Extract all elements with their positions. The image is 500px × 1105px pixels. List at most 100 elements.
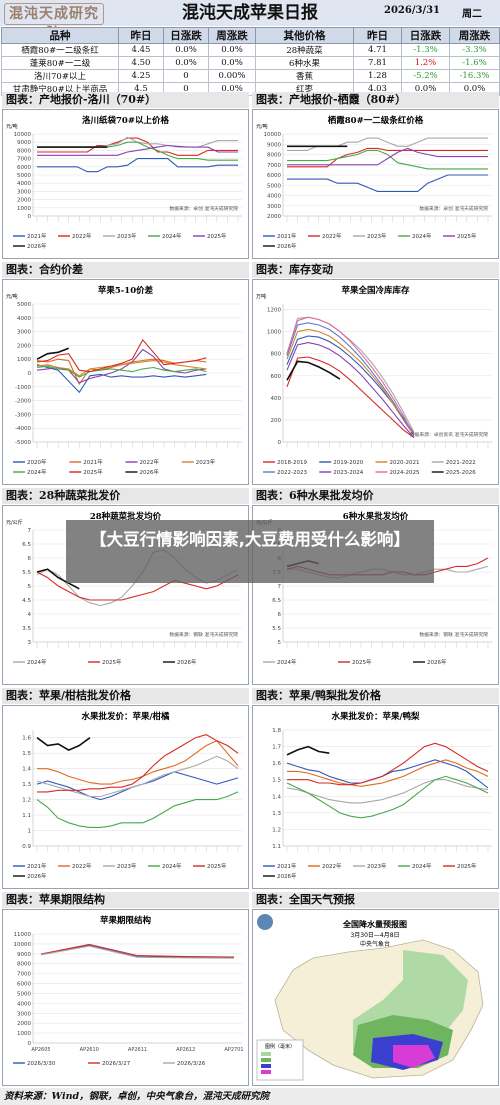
section-title-vegetables: 图表：28种蔬菜批发价 — [2, 488, 249, 504]
weather-legend-title: 图例（毫米） — [265, 1043, 295, 1050]
y-tick-label: 1000 — [17, 357, 31, 363]
table-header-cell: 昨日 — [118, 27, 164, 44]
chart-spread: 苹果5-10价差 元/吨 -5000 -4000 -3000 -2000 -1000 0 100… — [2, 279, 249, 485]
chart-apple-orange: 水果批发价：苹果/柑橘 0.9 1 1.1 1.2 1.3 1.4 1.5 1.6 2021年 20… — [2, 705, 249, 889]
y-tick-label: 9000 — [17, 952, 31, 958]
series-line-0 — [286, 356, 415, 439]
y-tick-label: 5.5 — [22, 570, 31, 576]
chart-svg: 水果批发价：苹果/柑橘 0.9 1 1.1 1.2 1.3 1.4 1.5 1.6 2021年 20… — [13, 711, 242, 880]
y-tick-label: 8000 — [17, 148, 31, 154]
y-tick-label: 1.6 — [272, 761, 281, 767]
y-tick-label: 1000 — [267, 330, 281, 336]
page-title: 混沌天成苹果日报 — [182, 3, 318, 23]
y-tick-label: 1 — [28, 829, 32, 835]
x-tick-label: AP2701 — [224, 1047, 243, 1053]
y-tick-label: 4000 — [17, 316, 31, 322]
weather-map: 全国降水量预报图 3月30日—4月8日 中央气象台 图例（毫米） — [256, 914, 484, 1081]
table-cell: 1.2% — [401, 56, 450, 70]
legend-label: 2024年 — [162, 232, 182, 240]
series-line-1 — [40, 943, 235, 958]
y-tick-label: 5000 — [17, 991, 31, 997]
series-line-2 — [286, 779, 489, 804]
series-line-0 — [286, 759, 489, 789]
y-tick-label: 1.8 — [272, 728, 281, 734]
y-tick-label: 2000 — [17, 198, 31, 204]
chart-title: 28种蔬菜批发均价 — [90, 511, 162, 522]
series-line-6 — [286, 316, 415, 436]
legend-label: 2026年 — [427, 658, 447, 666]
table-row: 蓬莱80#一二级 4.50 0.0% 0.0% 6种水果 7.81 1.2% -1.6% — [1, 56, 500, 70]
table-cell: 0.0% — [208, 43, 256, 57]
weather-map-agency: 中央气象台 — [360, 940, 390, 948]
series-line-1 — [37, 740, 239, 785]
y-tick-label: 5000 — [17, 302, 31, 308]
series-line-2 — [36, 568, 80, 590]
legend-swatch-storm — [261, 1070, 271, 1074]
y-tick-label: 9000 — [17, 140, 31, 146]
table-cell: 28种蔬菜 — [255, 43, 354, 57]
weather-map-title: 全国降水量预报图 — [342, 919, 407, 929]
y-tick-label: 0 — [28, 371, 32, 377]
table-cell: 4.45 — [118, 43, 164, 57]
section-title-apple-orange: 图表：苹果/柑桔批发价格 — [2, 688, 249, 704]
y-tick-label: 6 — [28, 556, 32, 562]
legend-label: 2018-2019 — [277, 460, 307, 466]
table-header-cell: 日涨跌 — [163, 27, 209, 44]
series-line-3 — [37, 141, 238, 161]
legend-label: 2023年 — [367, 862, 387, 870]
y-tick-label: 1.1 — [272, 844, 281, 850]
chart-title: 苹果5-10价差 — [98, 285, 154, 296]
x-tick-label: AP2610 — [80, 1047, 99, 1053]
y-tick-label: 7000 — [267, 163, 281, 169]
series-line-5 — [286, 342, 415, 438]
y-tick-label: 0 — [28, 1041, 32, 1047]
y-tick-label: 1.4 — [272, 794, 281, 800]
y-tick-label: 10000 — [14, 132, 32, 138]
table-cell: 0.0% — [208, 56, 256, 70]
table-cell: 0.0% — [163, 56, 209, 70]
y-tick-label: 3000 — [267, 204, 281, 210]
table-header-cell: 周涨跌 — [208, 27, 256, 44]
chart-inventory: 苹果全国冷库库存 万吨 0 200 400 600 800 1000 1200 数据来源：卓创资讯… — [252, 279, 499, 485]
y-tick-label: 6 — [278, 612, 282, 618]
y-tick-label: 1.5 — [272, 778, 281, 784]
table-cell: 7.81 — [353, 56, 402, 70]
legend-label: 2026/3/30 — [27, 1061, 56, 1067]
section-title-inventory: 图表：库存变动 — [252, 262, 499, 278]
chart-title: 苹果全国冷库库存 — [341, 285, 410, 296]
y-tick-label: 5 — [28, 584, 32, 590]
y-tick-label: 0 — [278, 440, 282, 446]
y-tick-label: -1000 — [15, 385, 31, 391]
section-title-fruits: 图表：6种水果批发均价 — [252, 488, 499, 504]
table-row: 栖霞80#一二级条红 4.45 0.0% 0.0% 28种蔬菜 4.71 -1.3% -3.3… — [1, 43, 500, 57]
y-tick-label: -3000 — [15, 412, 31, 418]
table-cell: 6种水果 — [255, 56, 354, 70]
series-line-5 — [286, 745, 330, 756]
table-cell: -3.3% — [449, 43, 500, 57]
chart-apple-pear: 水果批发价：苹果/鸭梨 1.1 1.2 1.3 1.4 1.5 1.6 1.7 1.8 2021年… — [252, 705, 499, 889]
chart-source-note: 数据来源：卓创 混沌天成研究院 — [419, 205, 488, 212]
y-tick-label: 7 — [278, 584, 282, 590]
legend-label: 2021年 — [83, 458, 103, 466]
legend-label: 2023年 — [117, 862, 137, 870]
chart-title: 栖霞80#一二级条红价格 — [328, 115, 424, 126]
y-tick-label: 4000 — [17, 1001, 31, 1007]
series-line-1 — [287, 147, 488, 168]
chart-title: 6种水果批发均价 — [343, 511, 409, 522]
legend-label: 2022年 — [322, 862, 342, 870]
y-tick-label: 6.5 — [272, 598, 281, 604]
series-line-2 — [40, 945, 235, 959]
table-header-cell: 昨日 — [353, 27, 402, 44]
legend-label: 2025年 — [352, 658, 372, 666]
y-tick-label: 10000 — [14, 942, 32, 948]
news-overlay-banner[interactable]: 【大豆行情影响因素,大豆费用受什么影响】 — [66, 520, 434, 583]
y-tick-label: 6000 — [17, 165, 31, 171]
y-tick-label: 4.5 — [22, 598, 31, 604]
series-line-3 — [287, 149, 488, 170]
section-title-term-structure: 图表：苹果期限结构 — [2, 892, 249, 908]
series-line-1 — [287, 759, 489, 787]
legend-label: 2022年 — [72, 862, 92, 870]
legend-label: 2026/3/26 — [177, 1061, 206, 1067]
legend-label: 2023-2024 — [333, 470, 363, 476]
brand-logo: 混沌天成研究院 — [4, 3, 104, 42]
